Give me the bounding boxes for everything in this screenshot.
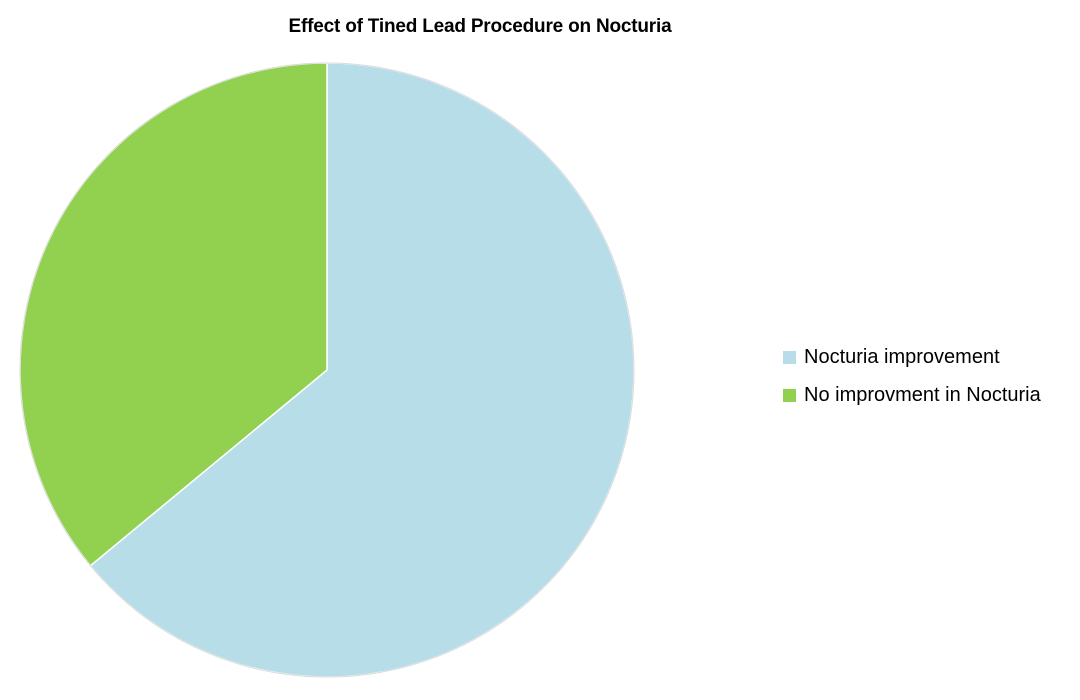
legend: Nocturia improvement No improvment in No… — [783, 338, 1041, 414]
legend-label-nocturia-improvement: Nocturia improvement — [804, 345, 1000, 368]
pie-slices — [19, 62, 635, 678]
chart-title: Effect of Tined Lead Procedure on Noctur… — [288, 16, 672, 37]
legend-label-no-improvement: No improvment in Nocturia — [804, 383, 1041, 406]
legend-item-no-improvement: No improvment in Nocturia — [783, 376, 1041, 414]
pie-outline — [19, 62, 635, 678]
legend-swatch-no-improvement — [783, 388, 796, 402]
legend-swatch-nocturia-improvement — [783, 350, 796, 364]
legend-item-nocturia-improvement: Nocturia improvement — [783, 338, 1041, 376]
